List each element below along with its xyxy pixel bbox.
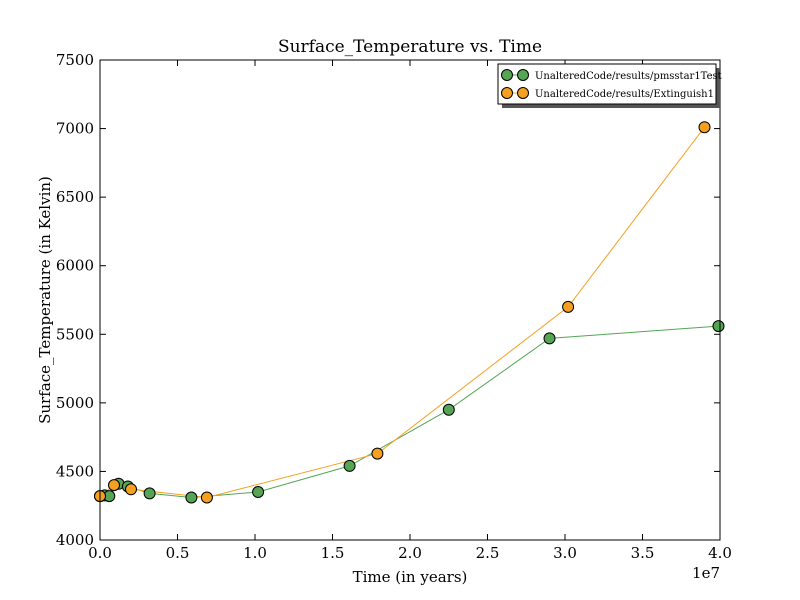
x-tick-label: 4.0 [708,544,732,562]
series-1-point [371,447,384,460]
legend-label-1: UnalteredCode/results/Extinguish1 [535,89,714,100]
series-1-point [562,300,575,313]
series-0-point [442,403,455,416]
legend-marker-0 [501,69,513,81]
y-tick-label: 6000 [56,257,94,275]
y-tick-label: 4000 [56,531,94,549]
y-tick-label: 6500 [56,188,94,206]
series-0-point [343,459,356,472]
legend-items: UnalteredCode/results/pmsstar1Test Unalte… [501,69,722,100]
x-tick-label: 2.0 [398,544,422,562]
x-tick-label: 1.0 [243,544,267,562]
x-offset-label: 1e7 [692,564,720,582]
x-tick-label: 2.5 [476,544,500,562]
y-tick-label: 4500 [56,462,94,480]
series-1-point [698,121,711,134]
series-1-line [99,126,705,499]
y-tick-label: 5000 [56,394,94,412]
series-1-point [200,491,213,504]
x-tick-label: 0.5 [166,544,190,562]
series-0-point [143,487,156,500]
y-tick-label: 5500 [56,325,94,343]
x-axis-label: Time (in years) [353,568,468,586]
ticks-layer: 0.0 0.5 1.0 1.5 2.0 2.5 3.0 3.5 4.0 4000 4500 5000 5… [56,51,732,562]
plot-frame [99,59,721,541]
x-tick-label: 3.5 [631,544,655,562]
series-0-point [543,332,556,345]
x-tick-label: 3.0 [553,544,577,562]
legend: UnalteredCode/results/pmsstar1Test Unalte… [497,63,722,108]
series-0-point [252,486,265,498]
series-1-point [125,483,137,496]
x-tick-label: 0.0 [88,544,112,562]
series-1-point [108,479,120,492]
y-tick-label: 7500 [56,51,94,69]
x-tick-label: 1.5 [321,544,345,562]
legend-marker-0 [517,69,529,81]
legend-marker-1 [517,87,529,99]
series-layer [94,121,725,504]
chart-title: Surface_Temperature vs. Time [278,37,542,57]
legend-box [497,63,717,105]
legend-label-0: UnalteredCode/results/pmsstar1Test [535,71,722,82]
legend-marker-1 [501,87,513,99]
y-tick-label: 7000 [56,120,94,138]
y-axis-label: Surface_Temperature (in Kelvin) [36,176,54,424]
series-0-point [712,320,725,333]
series-0-line [99,325,719,499]
series-0-point [185,491,198,504]
